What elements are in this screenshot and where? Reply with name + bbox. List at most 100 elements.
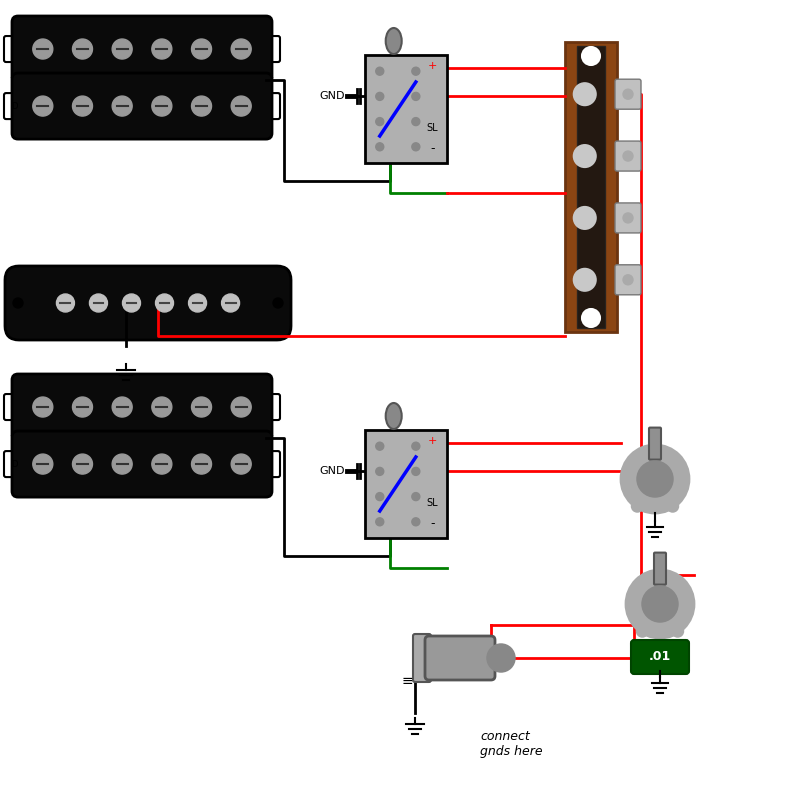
Circle shape [155, 294, 174, 312]
Circle shape [574, 207, 596, 229]
Circle shape [623, 90, 633, 99]
Circle shape [191, 454, 211, 474]
Circle shape [231, 397, 251, 417]
Circle shape [650, 501, 661, 512]
Circle shape [574, 145, 596, 167]
Ellipse shape [386, 403, 402, 429]
FancyBboxPatch shape [4, 93, 24, 119]
Circle shape [90, 294, 107, 312]
Circle shape [412, 518, 420, 526]
Circle shape [73, 96, 93, 116]
Circle shape [487, 644, 514, 672]
FancyBboxPatch shape [4, 36, 24, 62]
Circle shape [152, 454, 172, 474]
FancyBboxPatch shape [649, 427, 661, 459]
FancyBboxPatch shape [413, 634, 431, 682]
FancyBboxPatch shape [12, 16, 272, 82]
FancyBboxPatch shape [4, 451, 24, 477]
Text: -: - [430, 518, 434, 530]
FancyBboxPatch shape [12, 73, 272, 139]
Text: -: - [430, 142, 434, 155]
Circle shape [623, 274, 633, 285]
Circle shape [231, 454, 251, 474]
Text: GND: GND [319, 91, 345, 101]
Circle shape [376, 67, 384, 75]
Circle shape [73, 397, 93, 417]
Circle shape [574, 269, 596, 290]
Text: GND: GND [319, 466, 345, 476]
Circle shape [632, 501, 643, 512]
FancyBboxPatch shape [425, 636, 495, 680]
FancyBboxPatch shape [654, 553, 666, 585]
Circle shape [654, 626, 666, 637]
Circle shape [376, 518, 384, 526]
Circle shape [191, 96, 211, 116]
FancyBboxPatch shape [615, 203, 641, 233]
Circle shape [412, 442, 420, 450]
Circle shape [122, 294, 141, 312]
Circle shape [33, 454, 53, 474]
FancyBboxPatch shape [365, 430, 447, 538]
Circle shape [231, 96, 251, 116]
Circle shape [412, 467, 420, 475]
Text: SL: SL [426, 498, 438, 509]
Text: +: + [427, 436, 437, 446]
Circle shape [412, 67, 420, 75]
Circle shape [33, 96, 53, 116]
Circle shape [642, 586, 678, 622]
Circle shape [231, 39, 251, 59]
Circle shape [574, 83, 596, 106]
FancyBboxPatch shape [260, 93, 280, 119]
Text: SL: SL [426, 123, 438, 134]
FancyBboxPatch shape [615, 265, 641, 294]
Circle shape [189, 294, 206, 312]
Circle shape [638, 462, 673, 497]
Circle shape [191, 39, 211, 59]
Circle shape [273, 298, 283, 308]
Circle shape [412, 118, 420, 126]
Circle shape [621, 445, 689, 513]
Circle shape [412, 142, 420, 150]
FancyBboxPatch shape [260, 394, 280, 420]
Circle shape [623, 151, 633, 161]
FancyBboxPatch shape [260, 36, 280, 62]
Circle shape [376, 442, 384, 450]
Circle shape [376, 142, 384, 150]
Circle shape [112, 96, 132, 116]
FancyBboxPatch shape [4, 394, 24, 420]
Circle shape [152, 96, 172, 116]
Circle shape [112, 454, 132, 474]
FancyBboxPatch shape [260, 451, 280, 477]
Text: ≡: ≡ [401, 674, 413, 688]
Circle shape [73, 39, 93, 59]
Circle shape [73, 454, 93, 474]
Circle shape [376, 92, 384, 100]
Circle shape [112, 397, 132, 417]
Circle shape [222, 294, 239, 312]
Circle shape [672, 626, 683, 637]
FancyBboxPatch shape [5, 266, 291, 340]
Bar [577, 46, 606, 328]
FancyBboxPatch shape [615, 141, 641, 171]
Circle shape [152, 39, 172, 59]
Bar [565, 42, 617, 332]
Ellipse shape [386, 28, 402, 54]
Circle shape [412, 493, 420, 501]
Circle shape [57, 294, 74, 312]
Circle shape [112, 39, 132, 59]
Circle shape [33, 397, 53, 417]
Text: connect
gnds here: connect gnds here [480, 730, 542, 758]
Circle shape [376, 493, 384, 501]
Text: D: D [10, 102, 18, 110]
FancyBboxPatch shape [12, 431, 272, 497]
Text: +: + [427, 61, 437, 70]
FancyBboxPatch shape [615, 79, 641, 110]
Circle shape [626, 570, 694, 638]
Circle shape [623, 213, 633, 223]
Circle shape [33, 39, 53, 59]
FancyBboxPatch shape [365, 55, 447, 163]
FancyBboxPatch shape [12, 374, 272, 440]
Circle shape [637, 626, 648, 637]
Circle shape [152, 397, 172, 417]
Circle shape [582, 47, 600, 65]
